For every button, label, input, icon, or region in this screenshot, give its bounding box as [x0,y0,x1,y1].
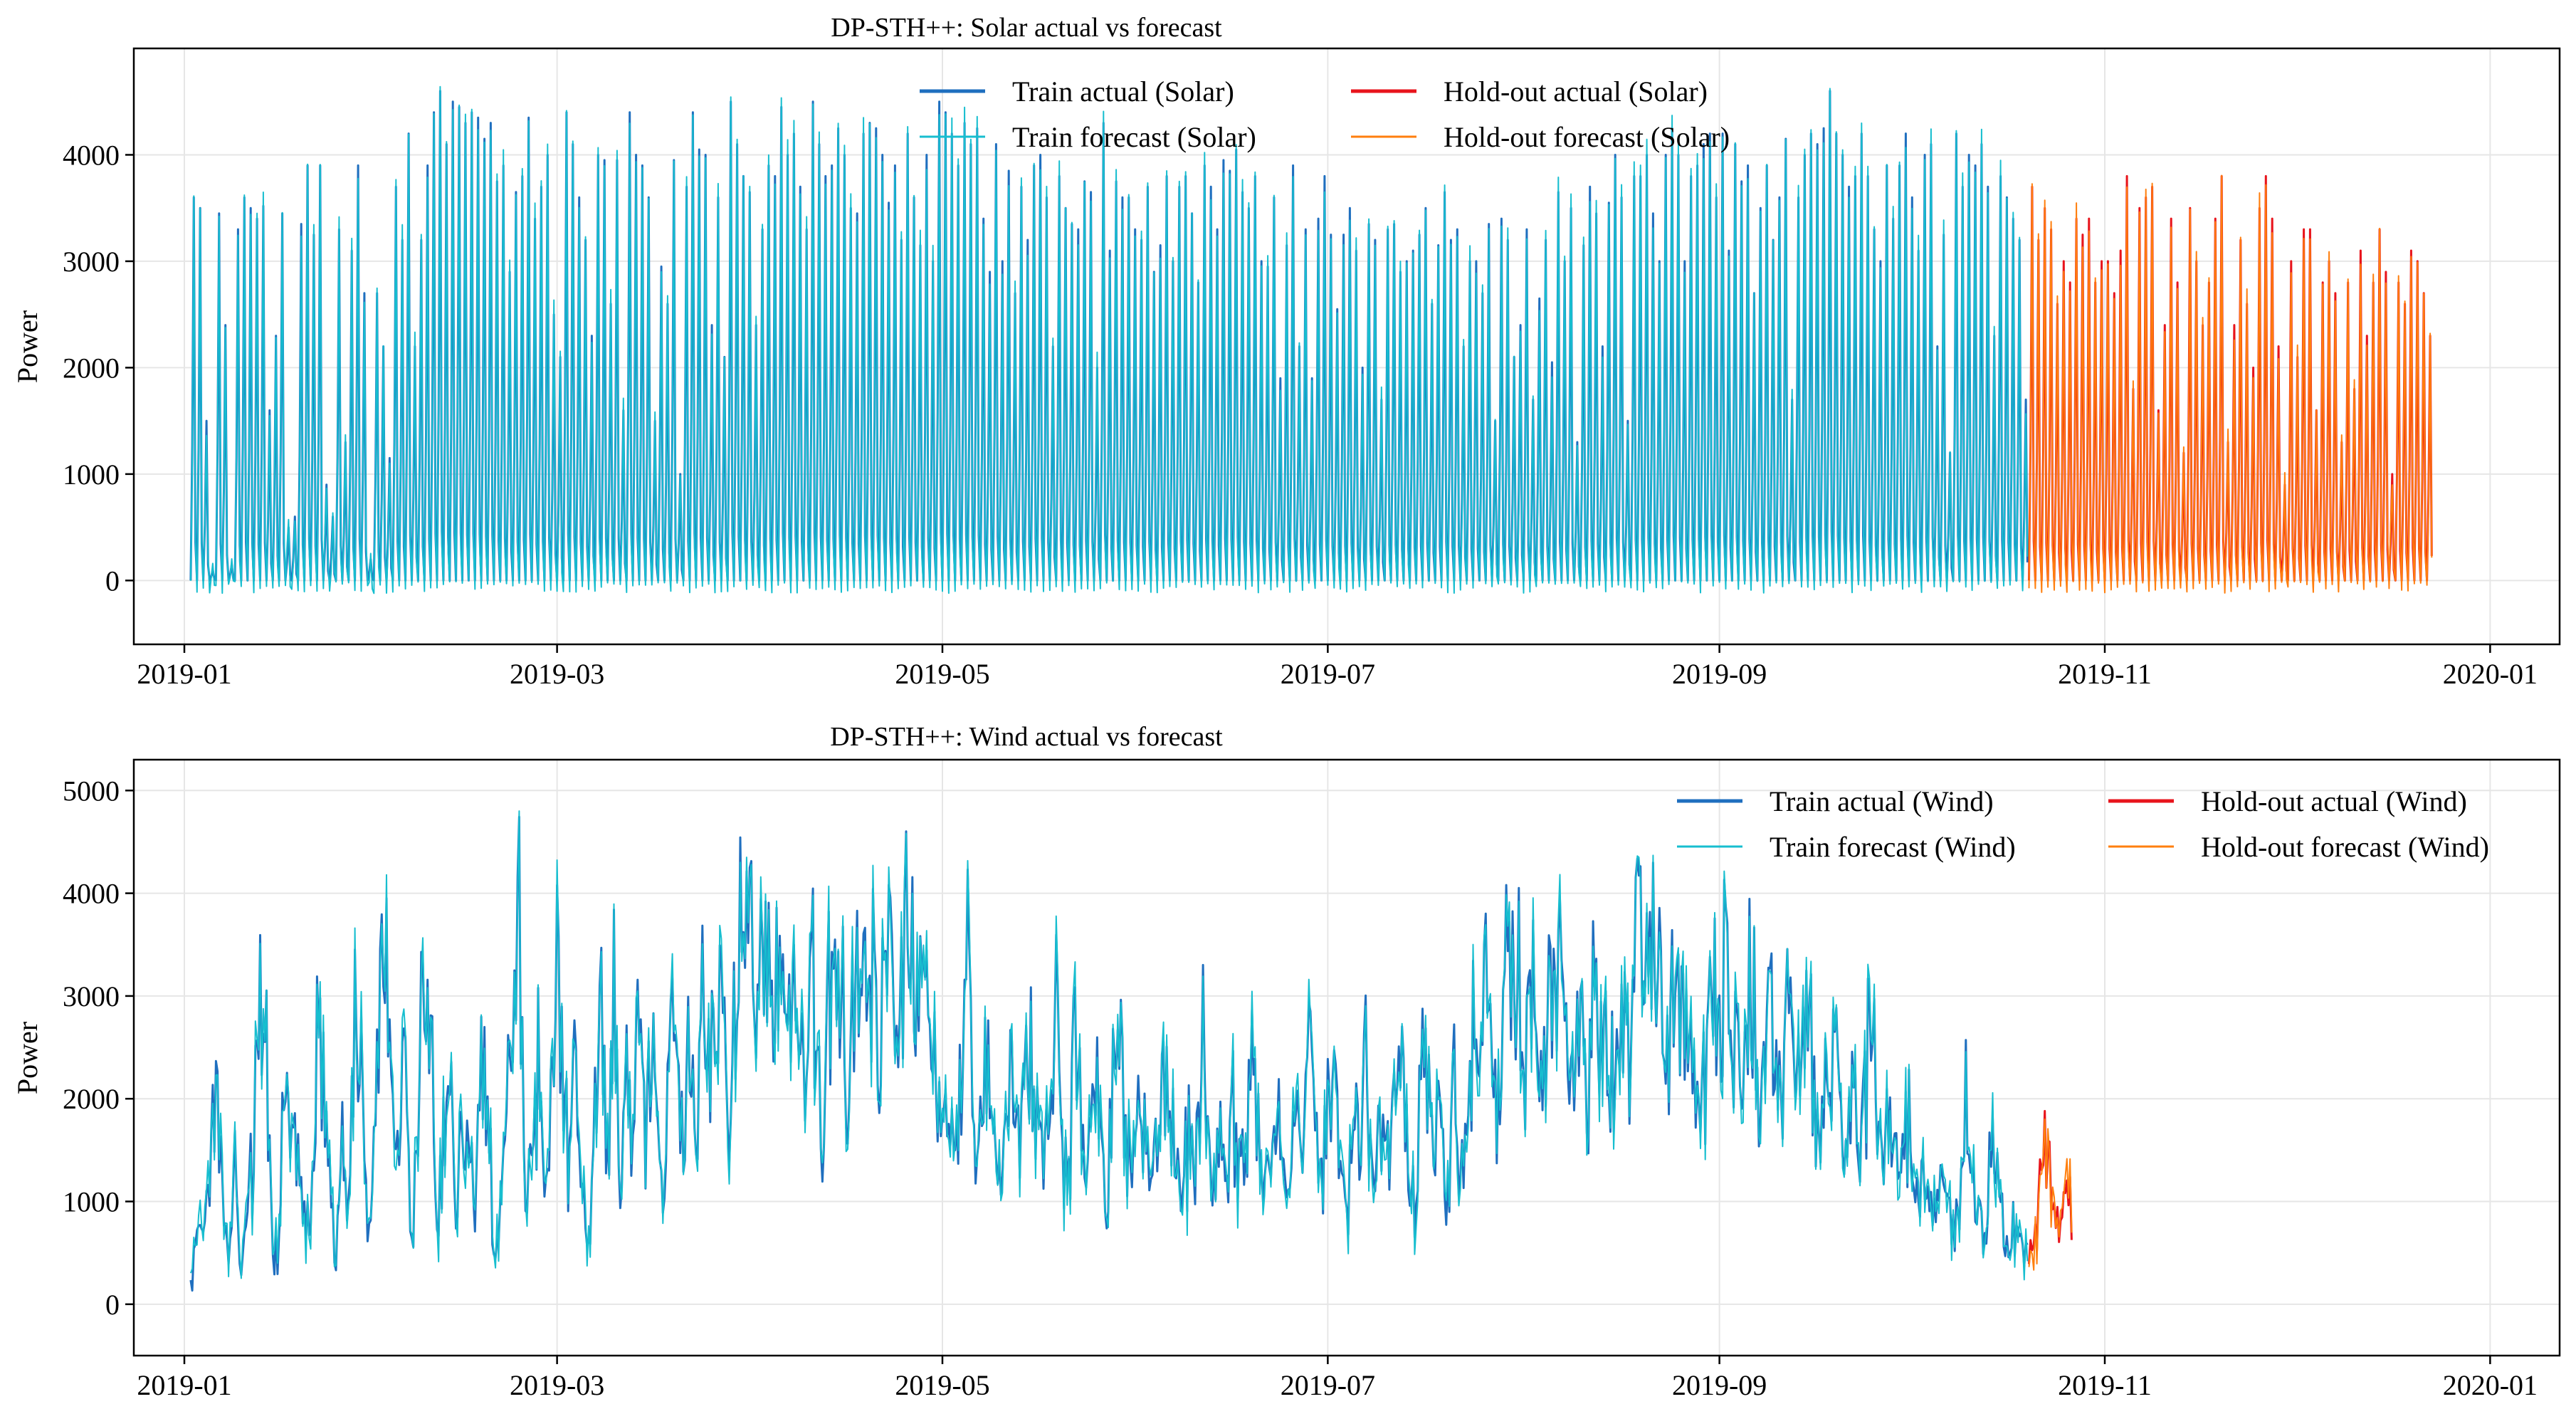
wind-plot-frame [132,758,2561,1357]
solar-legend-label-1: Train forecast (Solar) [1012,121,1256,153]
wind-x-tick-label-4: 2019-09 [1672,1369,1767,1401]
wind-chart-title: DP-STH++: Wind actual vs forecast [830,722,1223,752]
solar-series-line-3 [2028,174,2433,594]
solar-y-tick-label-1: 1000 [63,459,120,491]
solar-series-line-1 [189,85,2029,594]
solar-x-tick-label-0: 2019-01 [137,658,231,690]
solar-legend-label-3: Hold-out forecast (Solar) [1444,121,1730,153]
solar-y-axis: 0 1000 2000 3000 4000 [63,139,134,597]
solar-grid [134,48,2560,644]
solar-x-tick-label-2: 2019-05 [895,658,989,690]
wind-plot-lines [189,810,2073,1292]
wind-x-tick-label-2: 2019-05 [895,1369,989,1401]
wind-y-tick-label-4: 4000 [63,878,120,910]
solar-x-tick-label-1: 2019-03 [510,658,604,690]
wind-legend-label-0: Train actual (Wind) [1770,785,1994,817]
wind-legend: Train actual (Wind) Train forecast (Wind)… [1677,785,2489,863]
solar-x-tick-label-4: 2019-09 [1672,658,1767,690]
wind-x-tick-label-1: 2019-03 [510,1369,604,1401]
wind-y-tick-label-1: 1000 [63,1186,120,1218]
solar-y-tick-label-2: 2000 [63,352,120,384]
solar-chart: DP-STH++: Solar actual vs forecast 2019-… [11,13,2561,690]
solar-chart-title: DP-STH++: Solar actual vs forecast [831,13,1222,43]
wind-legend-label-2: Hold-out actual (Wind) [2201,785,2467,817]
wind-chart: DP-STH++: Wind actual vs forecast 2019-0… [11,722,2561,1401]
solar-legend-label-0: Train actual (Solar) [1012,75,1234,108]
wind-series-line-3 [2028,1119,2073,1271]
solar-y-tick-label-4: 4000 [63,139,120,171]
wind-legend-label-3: Hold-out forecast (Wind) [2201,831,2489,863]
solar-y-tick-label-0: 0 [105,565,120,597]
solar-x-axis: 2019-01 2019-03 2019-05 2019-07 2019-09 2019-… [137,644,2538,690]
wind-x-tick-label-5: 2019-11 [2058,1369,2152,1401]
wind-x-tick-label-3: 2019-07 [1281,1369,1375,1401]
wind-y-tick-label-3: 3000 [63,980,120,1012]
wind-x-tick-label-6: 2020-01 [2443,1369,2538,1401]
solar-x-tick-label-6: 2020-01 [2443,658,2538,690]
wind-y-axis-label: Power [11,1022,43,1094]
solar-legend: Train actual (Solar) Train forecast (Sola… [920,75,1730,153]
wind-y-tick-label-2: 2000 [63,1083,120,1115]
wind-grid [134,760,2560,1356]
solar-plot-lines [189,85,2433,594]
solar-x-tick-label-3: 2019-07 [1281,658,1375,690]
wind-x-axis: 2019-01 2019-03 2019-05 2019-07 2019-09 2019-… [137,1356,2538,1401]
wind-x-tick-label-0: 2019-01 [137,1369,231,1401]
wind-y-tick-label-5: 5000 [63,775,120,807]
solar-legend-label-2: Hold-out actual (Solar) [1444,75,1708,108]
solar-y-tick-label-3: 3000 [63,246,120,278]
solar-y-axis-label: Power [11,310,43,383]
wind-legend-label-1: Train forecast (Wind) [1770,831,2016,863]
wind-y-axis: 0 1000 2000 3000 4000 5000 [63,775,134,1321]
solar-x-tick-label-5: 2019-11 [2058,658,2152,690]
solar-plot-frame [132,47,2561,646]
wind-y-tick-label-0: 0 [105,1289,120,1321]
wind-series-line-1 [189,810,2029,1281]
